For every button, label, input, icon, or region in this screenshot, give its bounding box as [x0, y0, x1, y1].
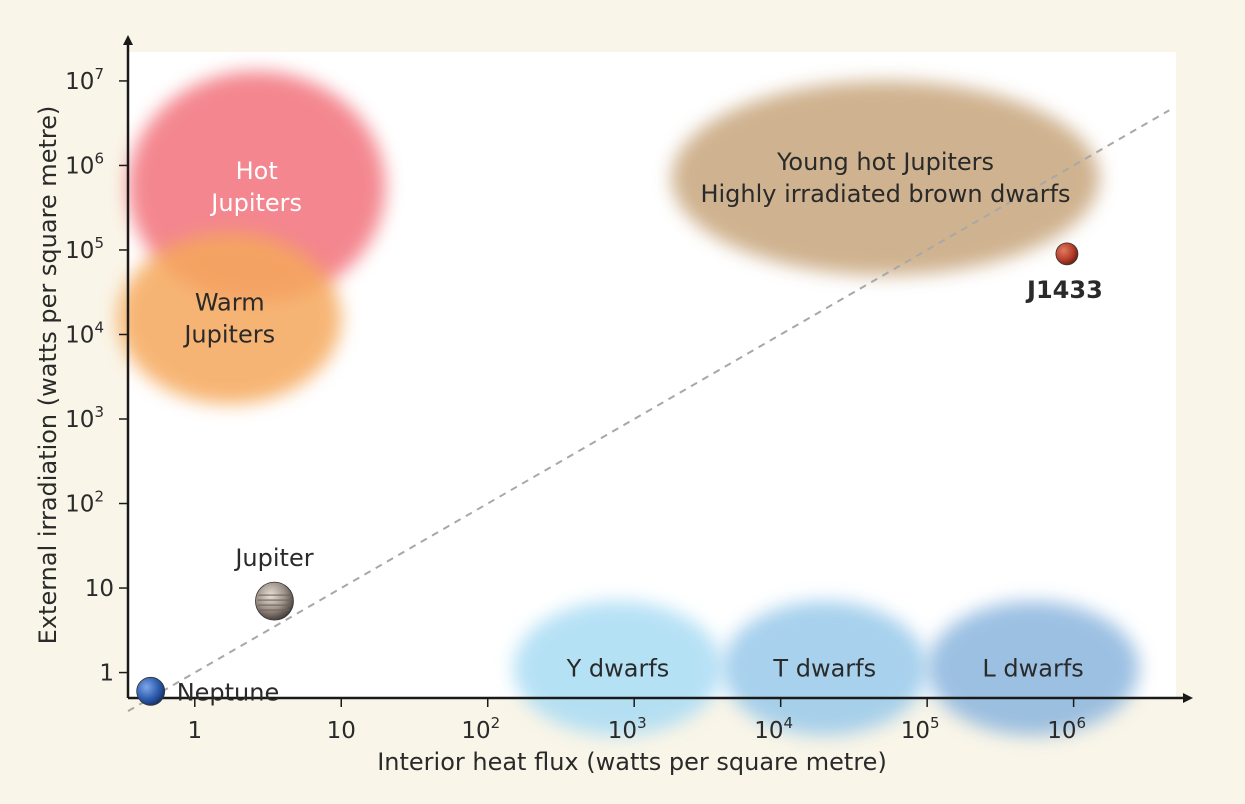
point-j1433	[1055, 242, 1079, 266]
x-tick-label: 1	[187, 718, 202, 744]
x-tick-label: 10	[327, 718, 356, 744]
point-neptune	[136, 676, 166, 706]
region-label-hot-jupiters: Hot	[236, 157, 278, 185]
x-tick-label: 105	[901, 714, 940, 744]
regions	[118, 71, 1140, 736]
region-label-l-dwarfs: L dwarfs	[982, 654, 1083, 682]
points: Neptune Jupiter J1433	[136, 242, 1103, 706]
y-tick-label: 105	[65, 234, 104, 264]
region-l-dwarfs	[927, 601, 1140, 736]
y-tick-label: 104	[65, 318, 104, 348]
x-tick-label: 106	[1047, 714, 1086, 744]
y-tick-label: 10	[85, 576, 114, 602]
x-axis-title: Interior heat flux (watts per square met…	[377, 748, 887, 776]
x-tick-label: 104	[754, 714, 793, 744]
point-label-j1433: J1433	[1025, 276, 1103, 304]
y-ticks: 1 10 102 103 104 105 106 107	[65, 65, 128, 687]
y-axis-title: External irradiation (watts per square m…	[34, 106, 62, 645]
region-t-dwarfs	[722, 601, 928, 736]
region-label-warm-jupiters: Warm	[195, 288, 265, 316]
y-tick-label: 106	[65, 149, 104, 179]
region-label-warm-jupiters: Jupiters	[182, 320, 275, 348]
region-warm-jupiters	[118, 232, 342, 405]
point-label-neptune: Neptune	[177, 678, 280, 706]
region-label-t-dwarfs: T dwarfs	[772, 654, 876, 682]
x-ticks: 1 10 102 103 104 105 106	[187, 698, 1086, 744]
region-young-hot-jupiters	[671, 80, 1100, 276]
reference-dashed-line	[127, 109, 1170, 712]
point-label-jupiter: Jupiter	[233, 544, 313, 572]
x-tick-label: 102	[461, 714, 500, 744]
x-tick-label: 103	[608, 714, 647, 744]
y-tick-label: 103	[65, 403, 104, 433]
y-tick-label: 102	[65, 488, 104, 518]
region-labels: Hot Jupiters Warm Jupiters Young hot Jupiter…	[182, 148, 1083, 682]
y-tick-label: 107	[65, 65, 104, 95]
region-label-young-hot-jupiters: Young hot Jupiters	[776, 148, 994, 176]
region-y-dwarfs	[513, 601, 723, 736]
y-tick-label: 1	[99, 661, 114, 687]
point-jupiter	[255, 581, 294, 621]
region-label-hot-jupiters: Jupiters	[209, 189, 302, 217]
region-label-young-hot-jupiters: Highly irradiated brown dwarfs	[700, 180, 1070, 208]
region-label-y-dwarfs: Y dwarfs	[566, 654, 670, 682]
